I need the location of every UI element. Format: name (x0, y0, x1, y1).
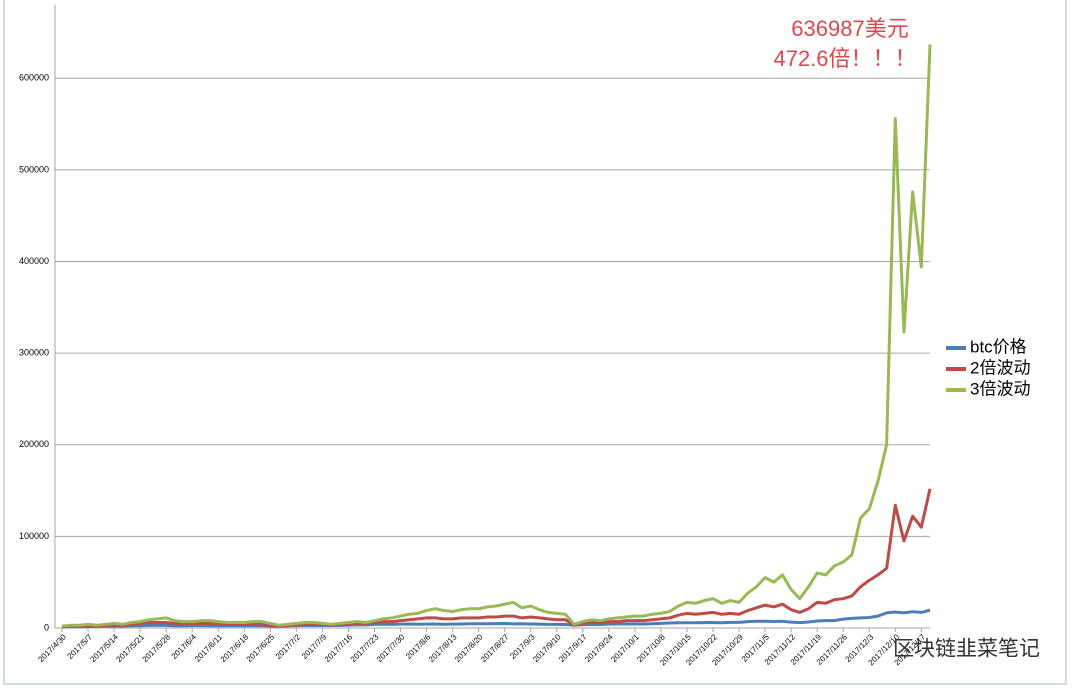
y-tick-label: 0 (44, 622, 49, 632)
annotation: 636987美元 (791, 16, 908, 41)
series-line (61, 608, 931, 629)
series-line (61, 488, 932, 629)
legend-label: 3倍波动 (970, 379, 1030, 398)
annotation: 472.6倍！！！ (773, 46, 916, 71)
y-tick-label: 100000 (19, 531, 49, 541)
y-tick-label: 300000 (19, 348, 49, 358)
y-tick-label: 500000 (19, 164, 49, 174)
watermark: 区块链韭菜笔记 (893, 638, 1040, 661)
legend-label: btc价格 (970, 337, 1027, 356)
legend-label: 2倍波动 (970, 358, 1030, 377)
series-line (61, 44, 932, 628)
y-tick-label: 600000 (19, 73, 49, 83)
y-tick-label: 400000 (19, 256, 49, 266)
y-tick-label: 200000 (19, 439, 49, 449)
